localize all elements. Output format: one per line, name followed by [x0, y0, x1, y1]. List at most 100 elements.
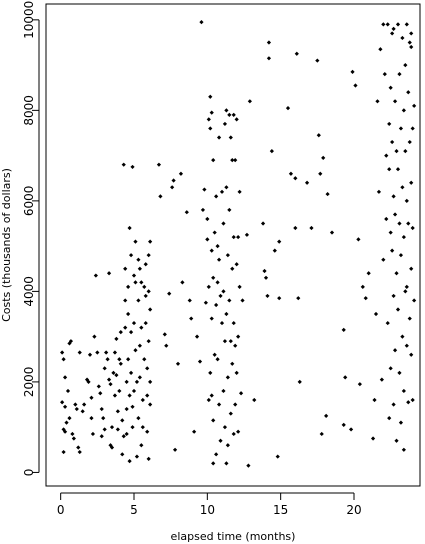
data-point: [139, 325, 144, 330]
data-point: [127, 393, 132, 398]
data-point: [108, 443, 113, 448]
data-point: [221, 289, 226, 294]
x-axis-title: elapsed time (months): [171, 530, 296, 543]
data-point: [121, 162, 126, 167]
data-point: [325, 191, 330, 197]
data-point: [203, 300, 208, 305]
data-point: [76, 445, 81, 450]
data-point: [288, 171, 294, 176]
x-tick-label: 10: [200, 503, 215, 517]
data-point: [214, 302, 219, 308]
data-point: [175, 361, 181, 366]
data-point: [329, 230, 335, 235]
data-point: [240, 298, 245, 303]
data-point: [236, 234, 241, 240]
data-point: [348, 427, 354, 432]
data-point: [319, 431, 324, 437]
data-point: [227, 112, 232, 117]
data-point: [237, 284, 242, 289]
data-point: [77, 449, 82, 455]
data-point: [236, 334, 241, 339]
data-point: [228, 411, 233, 416]
data-point: [392, 348, 398, 353]
data-point: [228, 135, 233, 140]
data-point: [230, 266, 235, 271]
data-point: [388, 230, 393, 235]
data-point: [80, 409, 85, 414]
data-point: [137, 375, 142, 380]
data-point: [178, 171, 184, 176]
data-point: [109, 425, 115, 430]
data-point: [194, 334, 200, 339]
data-point: [117, 357, 122, 362]
data-point: [130, 425, 135, 430]
data-point: [391, 293, 396, 299]
data-point: [68, 339, 74, 344]
data-point: [214, 194, 219, 199]
data-point: [208, 370, 213, 375]
data-point: [363, 296, 368, 301]
data-point: [145, 393, 150, 398]
data-point: [131, 273, 137, 278]
data-point: [171, 178, 176, 183]
x-axis: 0 5 10 15 20: [57, 492, 362, 517]
data-point: [400, 185, 405, 190]
data-point: [218, 293, 223, 299]
data-point: [124, 431, 129, 437]
data-point: [61, 449, 66, 455]
data-point: [148, 239, 153, 244]
data-point: [370, 436, 376, 441]
y-axis-title: Costs (thousands of dollars): [0, 168, 13, 322]
data-point: [395, 167, 401, 172]
data-point: [222, 121, 228, 127]
data-point: [401, 108, 406, 113]
data-point: [133, 239, 138, 244]
data-point: [266, 40, 272, 45]
data-point: [409, 352, 414, 357]
data-point: [127, 459, 132, 464]
data-point: [394, 271, 399, 276]
data-point: [162, 332, 167, 337]
data-point: [71, 436, 76, 441]
data-point: [390, 31, 395, 36]
data-point: [99, 434, 104, 439]
data-point: [230, 158, 235, 163]
data-point: [297, 379, 302, 385]
data-point: [118, 361, 123, 366]
data-point: [246, 463, 251, 468]
data-point: [62, 404, 68, 409]
data-point: [104, 350, 109, 355]
data-point: [285, 105, 291, 111]
data-point: [136, 257, 141, 262]
data-point: [215, 244, 220, 249]
data-point: [388, 366, 393, 371]
data-point: [64, 420, 69, 425]
data-point: [189, 316, 194, 321]
data-point: [222, 339, 228, 344]
data-point: [139, 280, 144, 285]
data-points: [60, 20, 417, 468]
data-point: [388, 85, 393, 90]
data-point: [212, 352, 217, 357]
data-point: [221, 388, 226, 394]
data-point: [272, 248, 277, 253]
data-point: [263, 275, 269, 280]
data-point: [65, 388, 71, 394]
data-point: [385, 22, 390, 27]
data-point: [89, 416, 94, 421]
data-point: [378, 47, 383, 52]
data-point: [211, 461, 216, 466]
data-point: [228, 339, 233, 344]
data-point: [99, 406, 104, 412]
data-point: [209, 316, 214, 321]
data-point: [115, 427, 120, 432]
data-point: [112, 350, 118, 355]
data-point: [381, 257, 386, 262]
data-point: [206, 284, 211, 289]
data-point: [142, 357, 147, 362]
data-point: [266, 56, 272, 61]
data-point: [143, 320, 148, 326]
data-point: [82, 402, 87, 407]
data-point: [123, 298, 128, 303]
data-point: [387, 167, 392, 172]
